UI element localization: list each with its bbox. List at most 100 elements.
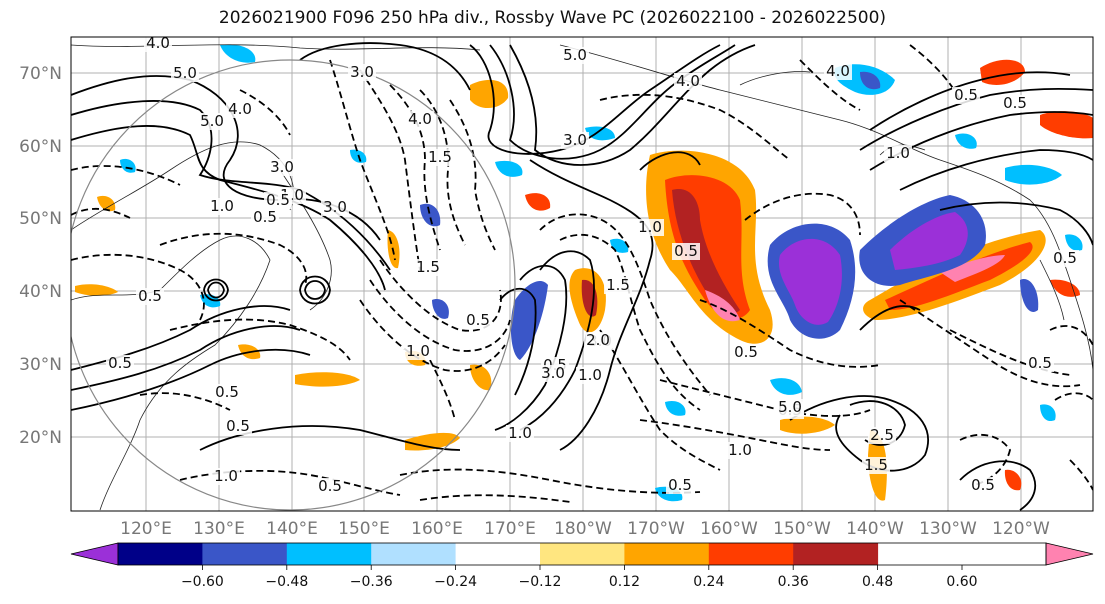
colorbar: −0.60 −0.48 −0.36 −0.24 −0.12 0.12 0.24 0.36 0.4… [70, 542, 1094, 590]
lon-label: 130°W [919, 519, 977, 539]
contour-label-bg [576, 367, 604, 384]
latitude-labels: 70°N 60°N 50°N 40°N 30°N 20°N [19, 64, 62, 448]
contour-label-bg [208, 198, 236, 215]
shade-positive-j [1050, 279, 1080, 297]
contour-label-bg [969, 477, 997, 494]
contour-label-bg [1001, 95, 1029, 112]
divergence-shading [75, 44, 1093, 502]
shade-positive-e [405, 432, 460, 451]
contour-label-bg [106, 355, 134, 372]
contour-label-bg [868, 427, 896, 444]
lat-label: 50°N [19, 209, 62, 229]
shade-negative-h [1020, 279, 1039, 312]
shade-positive-d [295, 372, 360, 387]
contour-label: 0.5 [138, 287, 162, 305]
contour-label: 1.0 [638, 218, 662, 236]
colorbar-segment [118, 543, 203, 565]
contour-label: 4.0 [228, 100, 252, 118]
colorbar-segment [624, 543, 710, 565]
contour-label: 5.0 [778, 398, 802, 416]
shade-positive-east-peak [940, 255, 1005, 282]
contour-label: 0.5 [266, 191, 290, 209]
contour-label-bg [666, 477, 694, 494]
colorbar-segment [540, 543, 625, 565]
contour-label-bg [672, 243, 700, 260]
shade-negative-west [510, 280, 548, 360]
shade-positive-central-core [672, 189, 740, 314]
contour-label: 0.5 [674, 242, 698, 260]
contour-label-bg [726, 442, 754, 459]
contour-label: 0.5 [971, 476, 995, 494]
shade-negative-n [955, 133, 977, 149]
map-frame [70, 36, 1094, 512]
colorbar-segment [793, 543, 879, 565]
contour-label-bg [144, 37, 172, 52]
contour-label: 1.5 [428, 148, 452, 166]
contour-label-bg [251, 209, 279, 226]
contour-label: 1.0 [728, 441, 752, 459]
lat-label: 60°N [19, 137, 62, 157]
contour-label-bg [406, 111, 434, 128]
contour-label-bg [316, 478, 344, 495]
contour-label: 4.0 [408, 110, 432, 128]
contour-label: 0.5 [226, 417, 250, 435]
shade-negative-d [585, 126, 615, 141]
contour-label: 2.0 [586, 331, 610, 349]
contour-label-bg [198, 113, 226, 130]
lon-label: 120°W [992, 519, 1050, 539]
lat-label: 70°N [19, 64, 62, 84]
colorbar-tick-label: −0.24 [434, 574, 477, 590]
contour-label-bg [321, 199, 349, 216]
contour-label: 2.5 [870, 426, 894, 444]
lon-label: 140°W [846, 519, 904, 539]
contour-label-bg [776, 399, 804, 416]
contour-label: 3.0 [270, 158, 294, 176]
lon-label: 170°W [627, 519, 685, 539]
lat-label: 30°N [19, 355, 62, 375]
contour-label: 4.0 [146, 34, 170, 52]
contour-label: 0.5 [253, 208, 277, 226]
contour-label-bg [171, 65, 199, 82]
lon-label: 160°E [411, 519, 463, 539]
contour-label-bg [636, 219, 664, 236]
contour-label: 3.0 [350, 63, 374, 81]
contour-label: 1.0 [886, 144, 910, 162]
colorbar-segment [455, 543, 541, 565]
contour-label-bg [226, 101, 254, 118]
contour-label: 1.0 [406, 342, 430, 360]
shade-negative-a-core [860, 71, 881, 90]
contour-label: 4.0 [676, 72, 700, 90]
colorbar-frame [117, 542, 1047, 566]
colorbar-tick-label: 0.36 [778, 574, 809, 590]
graticule [71, 37, 1093, 511]
colorbar-segment [708, 543, 794, 565]
colorbar-extend-max [1045, 542, 1094, 566]
colorbar-tick-label: −0.36 [350, 574, 393, 590]
lon-label: 170°E [484, 519, 536, 539]
colorbar-segment [371, 543, 457, 565]
lat-label: 40°N [19, 282, 62, 302]
colorbar-tick-label: 0.24 [693, 574, 724, 590]
shade-negative-i [770, 378, 802, 395]
contour-label: 0.5 [466, 311, 490, 329]
map-title: 2026021900 F096 250 hPa div., Rossby Wav… [218, 8, 887, 28]
contour-label: 0.5 [1003, 94, 1027, 112]
contour-label-bg [212, 468, 240, 485]
contour-label: 1.0 [578, 366, 602, 384]
shade-negative-q [1065, 234, 1083, 251]
contour-label-bg [404, 343, 432, 360]
contour-label-bg [732, 344, 760, 361]
contour-label: 1.5 [416, 258, 440, 276]
lat-label: 20°N [19, 428, 62, 448]
contour-label: 1.0 [210, 197, 234, 215]
contour-label-bg [426, 149, 454, 166]
shade-positive-f [525, 193, 551, 211]
shade-positive-p [75, 284, 118, 296]
contour-label-bg [1051, 250, 1079, 267]
shade-positive-i [1040, 111, 1093, 139]
contour-label: 0.5 [108, 354, 132, 372]
shade-positive-o [1004, 469, 1022, 491]
contour-label-bg [268, 159, 296, 176]
shade-negative-g [432, 299, 449, 319]
